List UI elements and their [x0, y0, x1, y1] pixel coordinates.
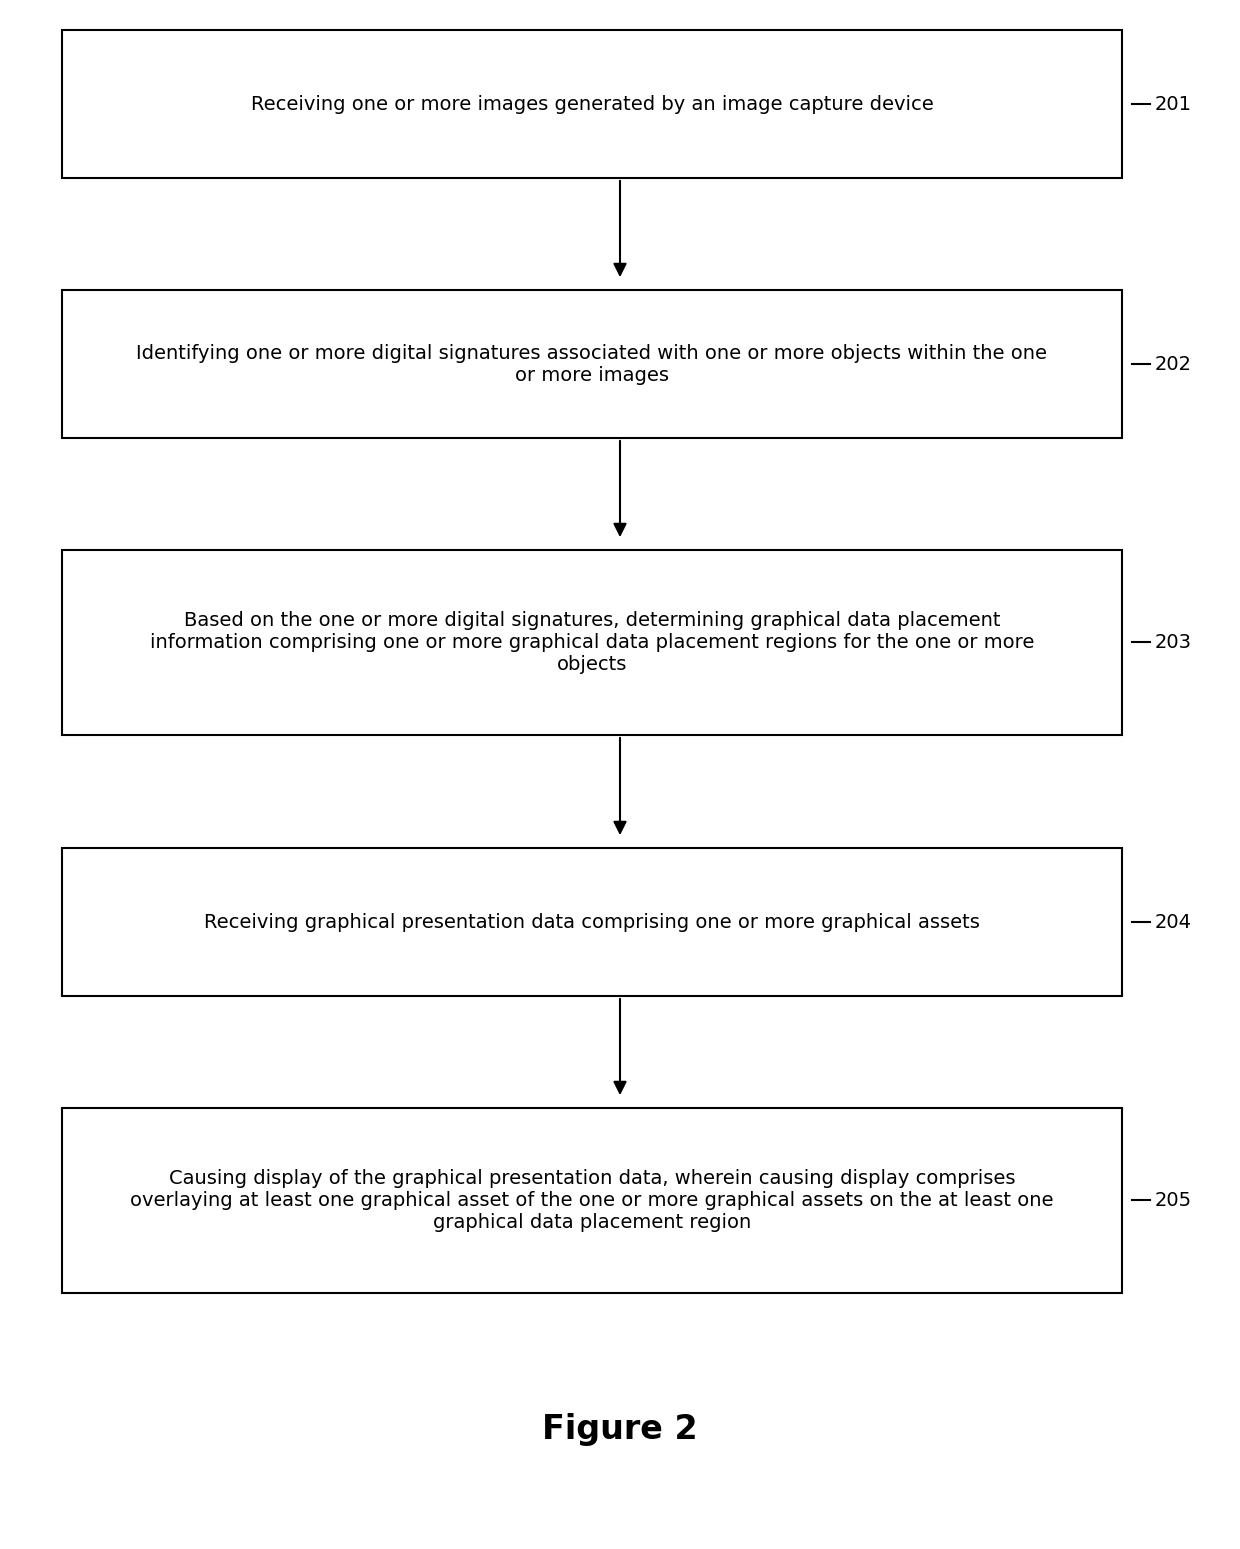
Bar — [62, 1108, 1122, 1293]
Text: Receiving one or more images generated by an image capture device: Receiving one or more images generated b… — [250, 94, 934, 113]
Bar — [62, 550, 1122, 734]
Text: 203: 203 — [1154, 632, 1192, 652]
Text: Receiving graphical presentation data comprising one or more graphical assets: Receiving graphical presentation data co… — [205, 912, 980, 931]
Text: 202: 202 — [1154, 355, 1192, 373]
Text: Figure 2: Figure 2 — [542, 1414, 698, 1447]
Bar — [62, 847, 1122, 996]
Text: 201: 201 — [1154, 94, 1192, 113]
Bar — [62, 290, 1122, 438]
Text: 204: 204 — [1154, 912, 1192, 931]
Text: 205: 205 — [1154, 1191, 1192, 1210]
Text: Based on the one or more digital signatures, determining graphical data placemen: Based on the one or more digital signatu… — [150, 610, 1034, 674]
Text: Causing display of the graphical presentation data, wherein causing display comp: Causing display of the graphical present… — [130, 1169, 1054, 1231]
Bar — [62, 29, 1122, 178]
Text: Identifying one or more digital signatures associated with one or more objects w: Identifying one or more digital signatur… — [136, 344, 1048, 384]
